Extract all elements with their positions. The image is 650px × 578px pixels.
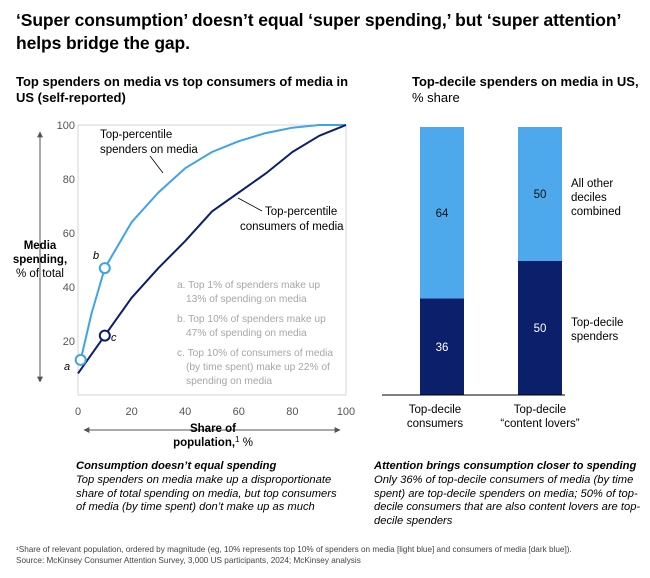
footnote: ¹Share of relevant population, ordered b… bbox=[16, 544, 646, 566]
bar-2-segment-other-deciles bbox=[518, 127, 562, 261]
dark-series-label-line2: consumers of media bbox=[240, 221, 344, 233]
right-caption-body: Only 36% of top-decile consumers of medi… bbox=[374, 474, 641, 527]
footnote-note: ¹Share of relevant population, ordered b… bbox=[16, 545, 572, 554]
bar2-category-line2: “content lovers” bbox=[500, 418, 579, 430]
note-c-line3: spending on media bbox=[186, 376, 272, 387]
series-markers bbox=[74, 262, 111, 366]
dark-series-label-connector bbox=[237, 197, 263, 212]
right-chart-title-bold: Top-decile spenders on media in US, bbox=[412, 74, 639, 89]
y-tick-label: 60 bbox=[63, 228, 75, 240]
left-caption-title: Consumption doesn’t equal spending bbox=[76, 460, 277, 472]
spenders-series-line bbox=[79, 124, 346, 361]
series-lines bbox=[77, 124, 347, 374]
x-axis-label-unit: % bbox=[240, 437, 253, 449]
legend-top-line2: deciles bbox=[571, 192, 607, 204]
legend-top-line1: All other bbox=[571, 178, 613, 190]
x-axis-label-text: population, bbox=[173, 437, 235, 449]
note-b-line2: 47% of spending on media bbox=[186, 328, 307, 339]
marker-a-point bbox=[74, 353, 87, 366]
y-tick-label: 100 bbox=[57, 120, 75, 132]
footnote-source: Source: McKinsey Consumer Attention Surv… bbox=[16, 556, 361, 565]
note-a-line1: a. Top 1% of spenders make up bbox=[177, 280, 320, 291]
light-series-label-connector bbox=[149, 155, 164, 174]
y-tick-label: 80 bbox=[63, 174, 75, 186]
marker-c-label: c bbox=[111, 332, 117, 344]
y-axis-label-line3: % of total bbox=[16, 268, 64, 280]
left-caption: Consumption doesn’t equal spending Top s… bbox=[76, 460, 338, 515]
x-tick-label: 40 bbox=[179, 406, 191, 418]
dark-series-label-line1: Top-percentile bbox=[265, 206, 337, 218]
x-tick-label: 80 bbox=[286, 406, 298, 418]
light-series-label-line1: Top-percentile bbox=[100, 129, 172, 141]
x-tick-label: 20 bbox=[125, 406, 137, 418]
x-axis-label-footnote-mark: 1 bbox=[235, 435, 240, 444]
bar-1-segment-other-deciles bbox=[420, 127, 464, 299]
legend-bottom-line2: spenders bbox=[571, 331, 619, 343]
consumers-series-line bbox=[77, 124, 347, 374]
y-tick-label: 40 bbox=[63, 282, 75, 294]
y-axis-label-line2: spending, bbox=[13, 254, 67, 266]
bar-1-value-label: 64 bbox=[436, 208, 449, 220]
y-tick-label: 20 bbox=[63, 336, 75, 348]
headline: ‘Super consumption’ doesn’t equal ‘super… bbox=[16, 10, 621, 53]
x-axis-label-line2: population,1 % bbox=[173, 435, 253, 449]
note-a-line2: 13% of spending on media bbox=[186, 294, 307, 305]
note-c-line2: (by time spent) make up 22% of bbox=[186, 362, 330, 373]
x-tick-label: 100 bbox=[337, 406, 355, 418]
light-series-label-line2: spenders on media bbox=[100, 144, 198, 156]
x-tick-label: 0 bbox=[75, 406, 81, 418]
bar-2-value-label: 50 bbox=[534, 323, 547, 335]
marker-a-label: a bbox=[64, 361, 70, 373]
x-tick-label: 60 bbox=[233, 406, 245, 418]
bar-2-value-label: 50 bbox=[534, 189, 547, 201]
left-caption-body: Top spenders on media make up a dispropo… bbox=[76, 474, 337, 513]
stacked-bars: 36 64 50 50 bbox=[420, 127, 562, 395]
x-ticks: 0 20 40 60 80 100 bbox=[75, 406, 355, 418]
chart-notes: a. Top 1% of spenders make up 13% of spe… bbox=[177, 280, 333, 387]
left-chart-title: Top spenders on media vs top consumers o… bbox=[16, 74, 349, 105]
marker-b-point bbox=[98, 262, 111, 275]
y-ticks: 20 40 60 80 100 bbox=[57, 120, 75, 348]
marker-b-label: b bbox=[93, 250, 99, 262]
x-axis-label-line1: Share of bbox=[190, 423, 236, 435]
bar-2-segment-top-decile bbox=[518, 261, 562, 395]
right-chart-title: Top-decile spenders on media in US,% sha… bbox=[412, 74, 647, 106]
legend-bottom-line1: Top-decile bbox=[571, 317, 623, 329]
bar1-category-line2: consumers bbox=[407, 418, 463, 430]
y-axis-label-line1: Media bbox=[24, 240, 57, 252]
right-chart-title-unit: % share bbox=[412, 90, 460, 105]
bar-1-segment-top-decile bbox=[420, 298, 464, 395]
bar2-category-line1: Top-decile bbox=[514, 404, 566, 416]
legend-top-line3: combined bbox=[571, 206, 621, 218]
bar-1-value-label: 36 bbox=[436, 342, 449, 354]
bar1-category-line1: Top-decile bbox=[409, 404, 461, 416]
right-caption: Attention brings consumption closer to s… bbox=[374, 460, 644, 528]
note-b-line1: b. Top 10% of spenders make up bbox=[177, 314, 326, 325]
note-c-line1: c. Top 10% of consumers of media bbox=[177, 348, 333, 359]
line-chart-frame bbox=[77, 124, 347, 396]
right-caption-title: Attention brings consumption closer to s… bbox=[374, 460, 637, 472]
marker-c-point bbox=[98, 329, 111, 342]
